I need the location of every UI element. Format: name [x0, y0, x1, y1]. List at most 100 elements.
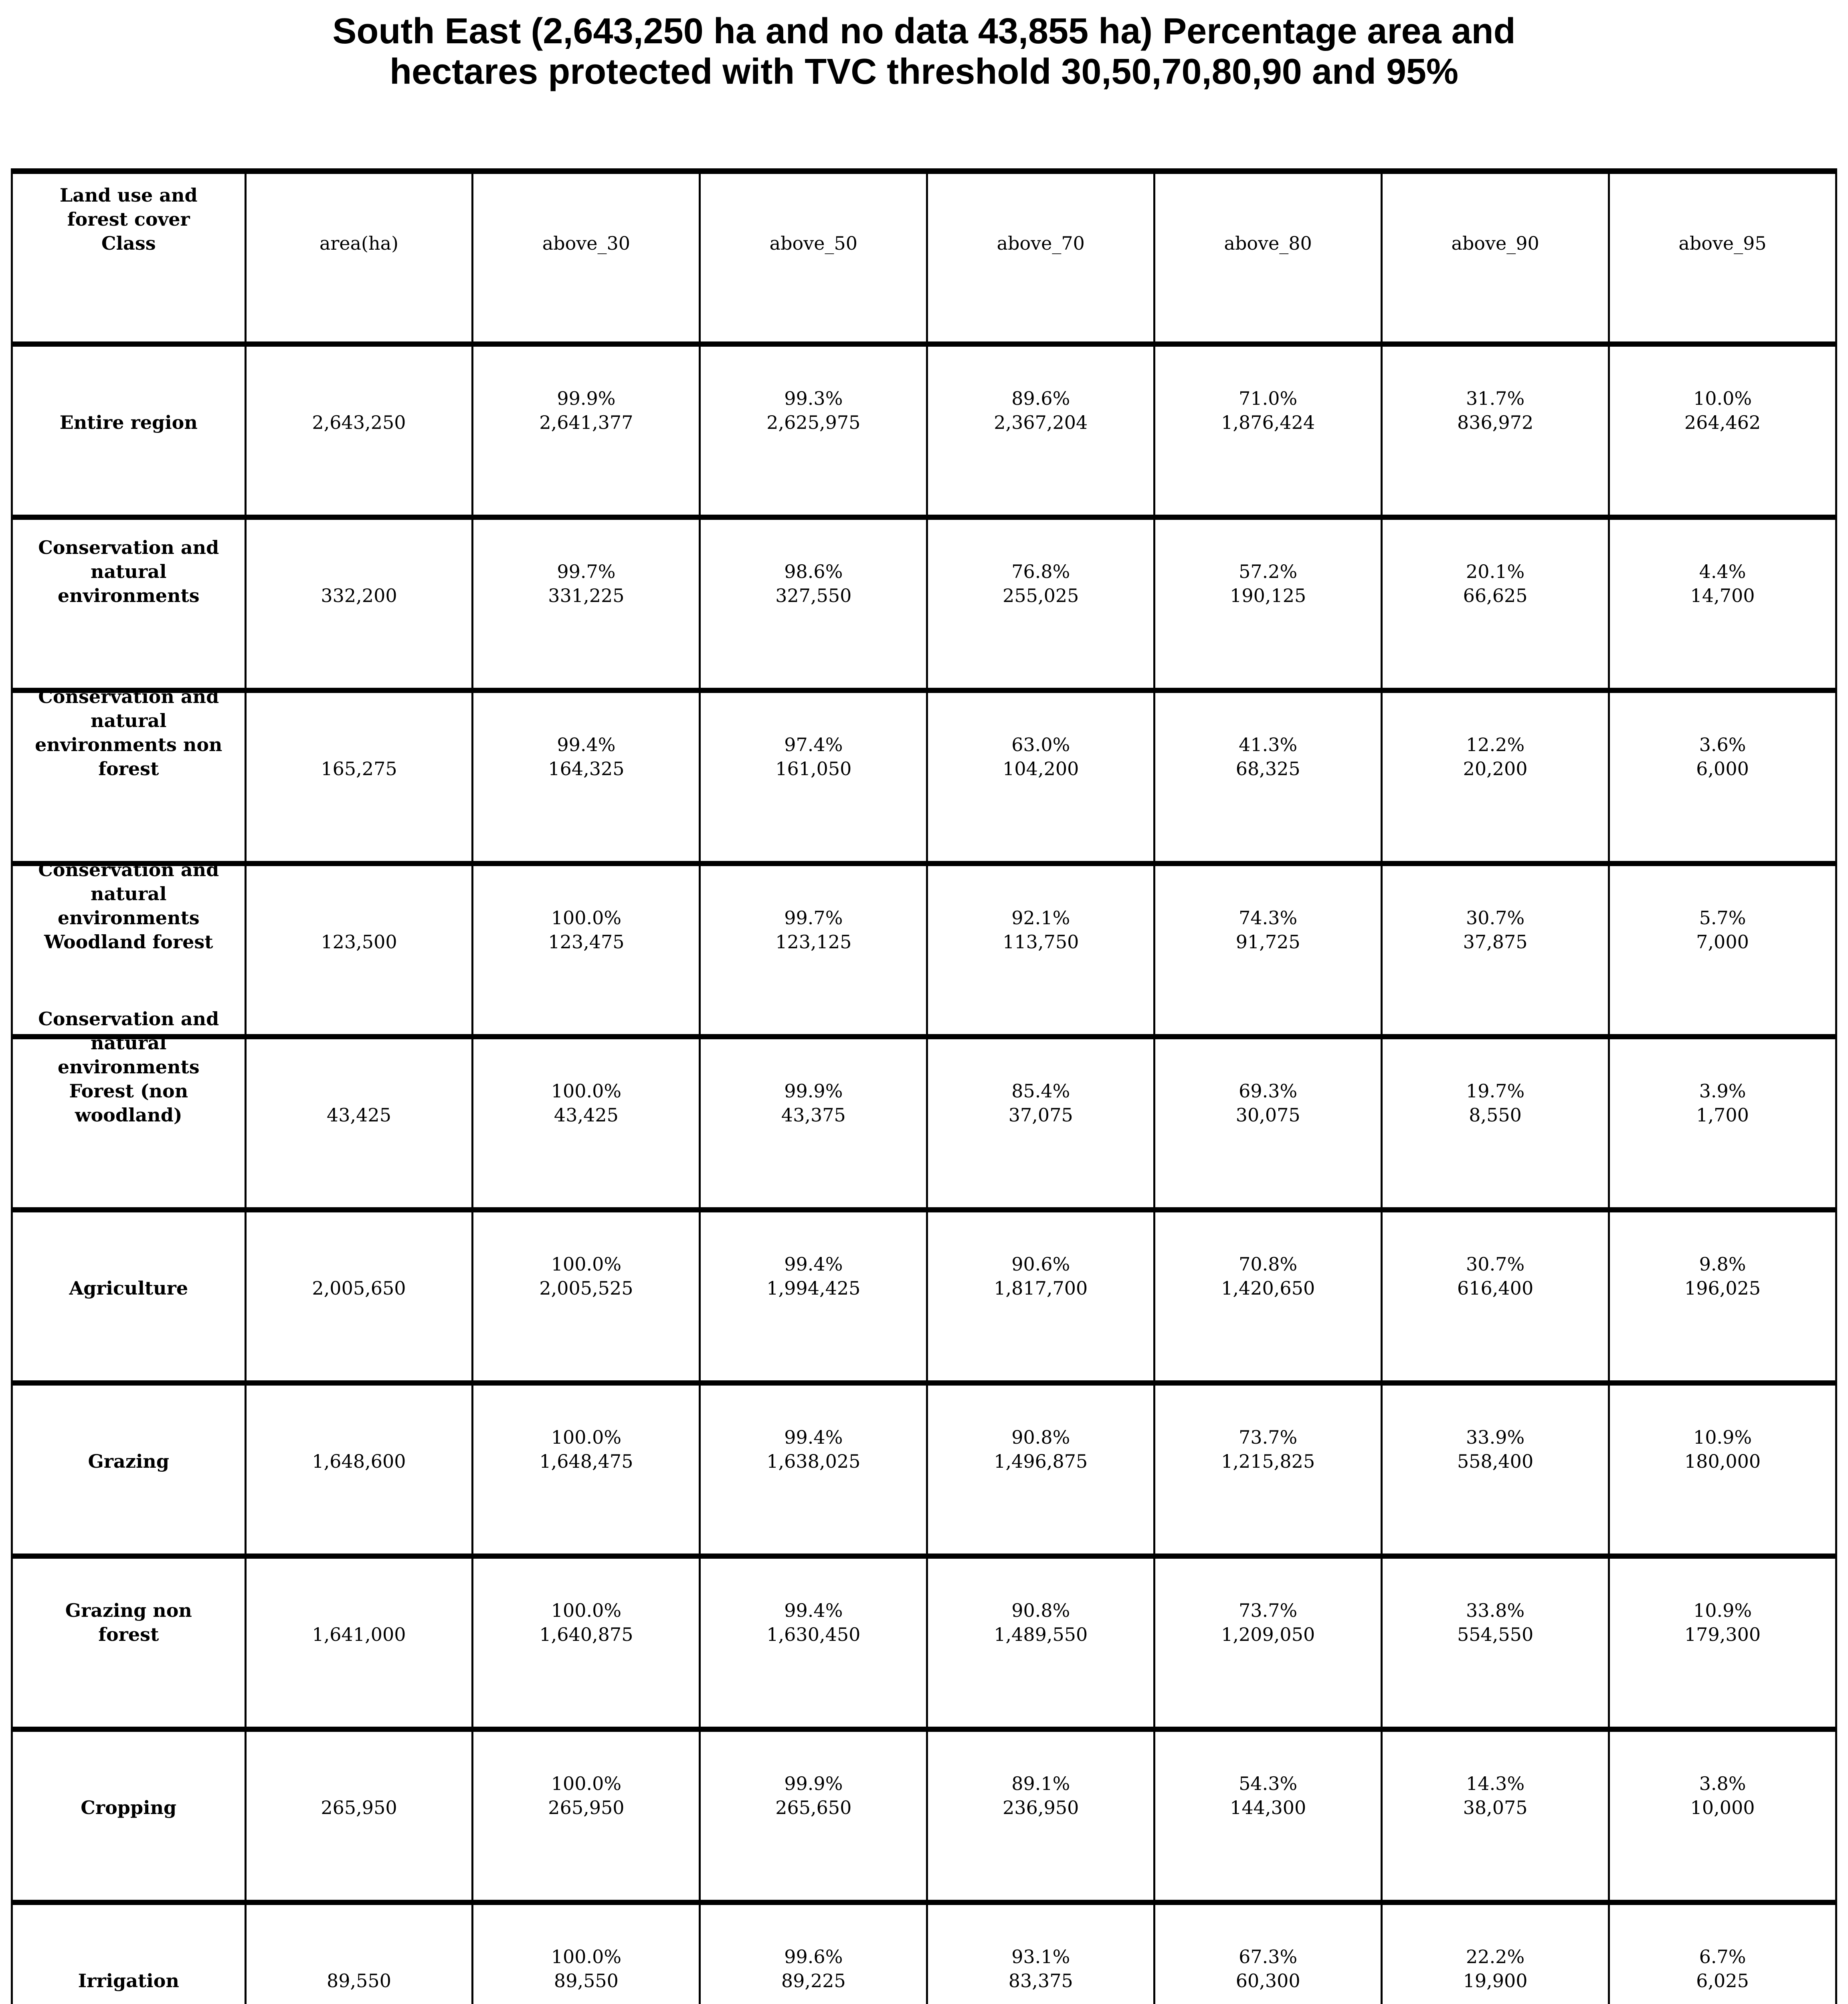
hectares-value: 6,000	[1696, 758, 1749, 780]
area-value: 89,550	[327, 1970, 391, 1992]
area-cell: 43,425	[244, 1036, 474, 1210]
area-cell: 165,275	[244, 690, 474, 864]
hectares-value: 1,489,550	[994, 1624, 1088, 1646]
threshold-cell-above-70: 85.4% 37,075	[926, 1036, 1156, 1210]
threshold-cell-above-30: 100.0% 265,950	[471, 1729, 701, 1903]
hectares-value: 89,550	[554, 1970, 619, 1992]
hectares-value: 1,994,425	[766, 1277, 861, 1299]
threshold-cell-above-95: 4.4% 14,700	[1608, 517, 1837, 691]
threshold-cell-above-90: 30.7% 616,400	[1381, 1210, 1610, 1383]
hectares-value: 8,550	[1469, 1104, 1522, 1126]
threshold-cell-above-30: 100.0% 89,550	[471, 1902, 701, 2004]
row-label-cell: Irrigation	[11, 1902, 247, 2004]
threshold-cell-above-30: 100.0% 123,475	[471, 863, 701, 1037]
hectares-value: 264,462	[1684, 412, 1761, 434]
protected-area-table: Land use and forest cover Class area(ha)…	[11, 168, 1837, 2004]
percent-value: 33.9%	[1466, 1426, 1525, 1448]
hectares-value: 196,025	[1684, 1277, 1761, 1299]
row-label-cell: Conservation and natural environments Wo…	[11, 859, 247, 1037]
threshold-cell-above-80: 67.3% 60,300	[1153, 1902, 1383, 2004]
percent-value: 30.7%	[1466, 907, 1525, 929]
area-value: 2,643,250	[312, 412, 406, 434]
header-above-80: above_80	[1153, 171, 1383, 344]
area-cell: 89,550	[244, 1902, 474, 2004]
hectares-value: 1,700	[1696, 1104, 1749, 1126]
table-row: Cropping 265,950 100.0% 265,950 99.9% 265,…	[11, 1729, 1837, 1903]
percent-value: 4.4%	[1699, 561, 1746, 583]
area-value: 1,648,600	[312, 1450, 406, 1473]
percent-value: 10.9%	[1693, 1426, 1752, 1448]
header-landuse-class: Land use and forest cover Class	[11, 171, 247, 344]
percent-value: 19.7%	[1466, 1080, 1525, 1102]
hectares-value: 66,625	[1463, 585, 1528, 607]
threshold-cell-above-30: 99.7% 331,225	[471, 517, 701, 691]
percent-value: 3.6%	[1699, 734, 1746, 756]
hectares-value: 1,630,450	[766, 1624, 861, 1646]
threshold-cell-above-90: 30.7% 37,875	[1381, 863, 1610, 1037]
area-cell: 123,500	[244, 863, 474, 1037]
threshold-cell-above-30: 100.0% 2,005,525	[471, 1210, 701, 1383]
percent-value: 10.0%	[1693, 388, 1752, 410]
row-label: Grazing	[88, 1450, 170, 1473]
threshold-cell-above-70: 90.6% 1,817,700	[926, 1210, 1156, 1383]
hectares-value: 144,300	[1230, 1797, 1306, 1819]
percent-value: 97.4%	[784, 734, 843, 756]
hectares-value: 123,125	[775, 931, 852, 953]
area-cell: 2,005,650	[244, 1210, 474, 1383]
threshold-cell-above-70: 90.8% 1,489,550	[926, 1556, 1156, 1729]
percent-value: 100.0%	[551, 907, 622, 929]
area-cell: 1,648,600	[244, 1383, 474, 1556]
row-label-cell: Conservation and natural environments no…	[11, 686, 247, 864]
percent-value: 100.0%	[551, 1080, 622, 1102]
threshold-cell-above-90: 12.2% 20,200	[1381, 690, 1610, 864]
threshold-cell-above-50: 98.6% 327,550	[699, 517, 928, 691]
header-above-95: above_95	[1608, 171, 1837, 344]
percent-value: 57.2%	[1239, 561, 1298, 583]
row-label-cell: Grazing	[11, 1383, 247, 1556]
percent-value: 100.0%	[551, 1946, 622, 1968]
percent-value: 99.4%	[784, 1253, 843, 1275]
page-title: South East (2,643,250 ha and no data 43,…	[332, 11, 1516, 92]
percent-value: 5.7%	[1699, 907, 1746, 929]
percent-value: 76.8%	[1011, 561, 1070, 583]
percent-value: 99.7%	[557, 561, 616, 583]
hectares-value: 123,475	[548, 931, 625, 953]
table-row: Conservation and natural environments Fo…	[11, 1008, 1837, 1210]
row-label: Grazing non forest	[65, 1600, 192, 1646]
header-above-70: above_70	[926, 171, 1156, 344]
threshold-cell-above-50: 99.4% 1,638,025	[699, 1383, 928, 1556]
percent-value: 89.6%	[1011, 388, 1070, 410]
percent-value: 31.7%	[1466, 388, 1525, 410]
threshold-cell-above-70: 92.1% 113,750	[926, 863, 1156, 1037]
percent-value: 90.8%	[1011, 1600, 1070, 1622]
threshold-cell-above-80: 57.2% 190,125	[1153, 517, 1383, 691]
threshold-cell-above-90: 19.7% 8,550	[1381, 1036, 1610, 1210]
hectares-value: 558,400	[1457, 1450, 1534, 1473]
threshold-cell-above-90: 33.9% 558,400	[1381, 1383, 1610, 1556]
hectares-value: 7,000	[1696, 931, 1749, 953]
table-header: Land use and forest cover Class area(ha)…	[11, 171, 1837, 344]
hectares-value: 2,625,975	[766, 412, 861, 434]
percent-value: 93.1%	[1011, 1946, 1070, 1968]
percent-value: 100.0%	[551, 1426, 622, 1448]
percent-value: 100.0%	[551, 1253, 622, 1275]
table-row: Entire region 2,643,250 99.9% 2,641,377 9…	[11, 344, 1837, 517]
area-cell: 2,643,250	[244, 344, 474, 517]
area-cell: 1,641,000	[244, 1556, 474, 1729]
hectares-value: 190,125	[1230, 585, 1306, 607]
row-label: Irrigation	[78, 1970, 179, 1992]
hectares-value: 1,215,825	[1221, 1450, 1315, 1473]
hectares-value: 60,300	[1235, 1970, 1300, 1992]
hectares-value: 68,325	[1235, 758, 1300, 780]
hectares-value: 554,550	[1457, 1624, 1534, 1646]
threshold-cell-above-95: 3.6% 6,000	[1608, 690, 1837, 864]
percent-value: 90.8%	[1011, 1426, 1070, 1448]
hectares-value: 20,200	[1463, 758, 1528, 780]
threshold-cell-above-80: 73.7% 1,209,050	[1153, 1556, 1383, 1729]
threshold-cell-above-95: 3.8% 10,000	[1608, 1729, 1837, 1903]
area-value: 1,641,000	[312, 1624, 406, 1646]
row-label-cell: Conservation and natural environments Fo…	[11, 1008, 247, 1210]
hectares-value: 180,000	[1684, 1450, 1761, 1473]
hectares-value: 236,950	[1003, 1797, 1079, 1819]
hectares-value: 2,367,204	[994, 412, 1088, 434]
